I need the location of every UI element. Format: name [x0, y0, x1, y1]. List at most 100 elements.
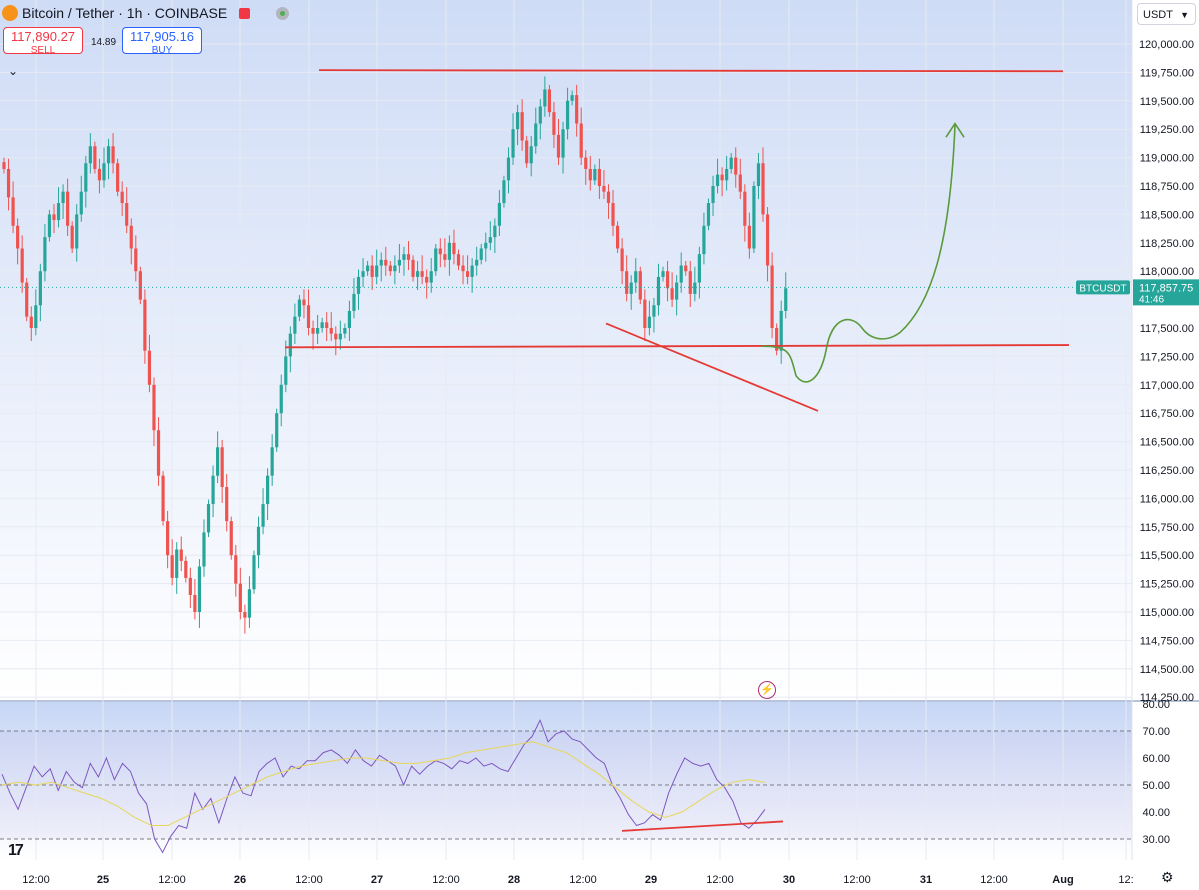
candle-body: [552, 112, 556, 135]
candle-body: [420, 271, 424, 277]
candle-body: [584, 157, 588, 169]
candle-body: [734, 157, 738, 175]
price-tag-background: [1133, 279, 1199, 306]
candle-body: [29, 316, 33, 328]
price-tick-label: 114,250.00: [1140, 692, 1194, 704]
rsi-tick-label: 50.00: [1142, 780, 1170, 792]
candle-body: [361, 271, 365, 277]
candle-body: [602, 186, 606, 192]
time-tick-label: 31: [920, 874, 932, 886]
candle-body: [438, 248, 442, 255]
tradingview-logo[interactable]: 17: [8, 842, 24, 859]
annotations: [0, 69, 1074, 412]
candle-body: [206, 504, 211, 533]
candle-body: [611, 203, 615, 226]
candle-body: [66, 191, 70, 226]
price-tick-label: 116,750.00: [1140, 408, 1194, 420]
candle-body: [752, 186, 756, 249]
candle-body: [61, 191, 65, 204]
symbol-title[interactable]: Bitcoin / Tether · 1h · COINBASE: [22, 5, 228, 21]
candle-body: [488, 237, 492, 243]
time-tick-label: 12:: [1118, 874, 1133, 886]
candle-body: [179, 549, 183, 561]
candle-body: [325, 322, 329, 328]
time-tick-label: 12:00: [295, 874, 323, 886]
candle-body: [184, 560, 188, 578]
descending-trend-line[interactable]: [605, 322, 819, 412]
sell-button[interactable]: 117,890.27 SELL: [3, 27, 83, 56]
price-tick-label: 116,250.00: [1140, 465, 1194, 477]
candle-body: [70, 225, 74, 249]
time-tick-label: 12:00: [22, 874, 50, 886]
rsi-divergence-line[interactable]: [621, 820, 784, 832]
candle-body: [370, 265, 374, 277]
buy-button[interactable]: 117,905.16 BUY: [122, 27, 202, 56]
price-tick-label: 115,000.00: [1140, 607, 1194, 619]
candle-body: [461, 265, 465, 272]
candle-body: [561, 129, 565, 158]
candle-body: [129, 225, 133, 249]
candle-body: [279, 384, 283, 414]
candle-body: [615, 225, 620, 249]
candle-body: [525, 140, 529, 164]
candle-body: [711, 186, 715, 204]
candle-body: [175, 549, 179, 578]
candle-body: [293, 316, 297, 334]
resistance-line[interactable]: [318, 69, 1064, 73]
gear-icon[interactable]: ⚙: [1161, 869, 1174, 885]
price-tick-label: 120,000.00: [1139, 39, 1194, 51]
grid: [0, 0, 1132, 860]
market-status-icon[interactable]: [276, 6, 290, 20]
price-tick-label: 119,500.00: [1140, 96, 1194, 108]
support-line[interactable]: [284, 344, 1070, 349]
last-price-value: 117,857.75: [1139, 282, 1193, 294]
candle-body: [452, 242, 456, 255]
candle-body: [725, 168, 729, 181]
candle-body: [538, 106, 542, 124]
candle-body: [116, 163, 120, 192]
price-tick-label: 114,500.00: [1140, 664, 1194, 676]
price-tick-label: 118,500.00: [1140, 209, 1194, 221]
candle-body: [79, 191, 83, 215]
candle-body: [216, 447, 220, 476]
candle-body: [20, 248, 24, 283]
candle-body: [520, 112, 524, 141]
candle-body: [143, 299, 147, 351]
candle-body: [270, 447, 274, 476]
currency-select[interactable]: USDT ▼: [1137, 3, 1196, 25]
chevron-down-icon[interactable]: ⌄: [8, 64, 19, 78]
candle-body: [75, 214, 79, 249]
candle-body: [684, 265, 688, 272]
rsi-pane-background: [0, 702, 1132, 860]
candle-body: [261, 504, 265, 527]
price-tick-label: 119,750.00: [1140, 67, 1194, 79]
candle-body: [738, 174, 742, 192]
candle-body: [170, 555, 174, 578]
lightning-icon[interactable]: ⚡: [758, 681, 776, 699]
candle-body: [252, 555, 256, 590]
candle-body: [784, 288, 788, 311]
candle-body: [661, 271, 665, 277]
candle-body: [647, 316, 651, 328]
candle-body: [556, 134, 561, 158]
candle-body: [6, 168, 11, 198]
rsi-ma-line: [1, 741, 766, 826]
time-tick-label: Aug: [1052, 874, 1073, 886]
alert-flag-icon[interactable]: [239, 7, 251, 19]
time-tick-label: 12:00: [980, 874, 1008, 886]
candle-body: [593, 168, 597, 181]
candle-body: [125, 203, 129, 226]
projection-curve[interactable]: [761, 124, 956, 383]
price-tick-label: 116,000.00: [1140, 493, 1194, 505]
candle-body: [747, 225, 751, 249]
candle-body: [366, 265, 370, 272]
candle-body: [506, 157, 511, 181]
candle-body: [329, 328, 333, 334]
candle-body: [225, 487, 229, 522]
candle-body: [625, 271, 629, 294]
candle-body: [238, 583, 242, 612]
candle-body: [406, 254, 411, 260]
price-tick-label: 117,250.00: [1140, 351, 1194, 363]
candle-body: [638, 271, 642, 300]
